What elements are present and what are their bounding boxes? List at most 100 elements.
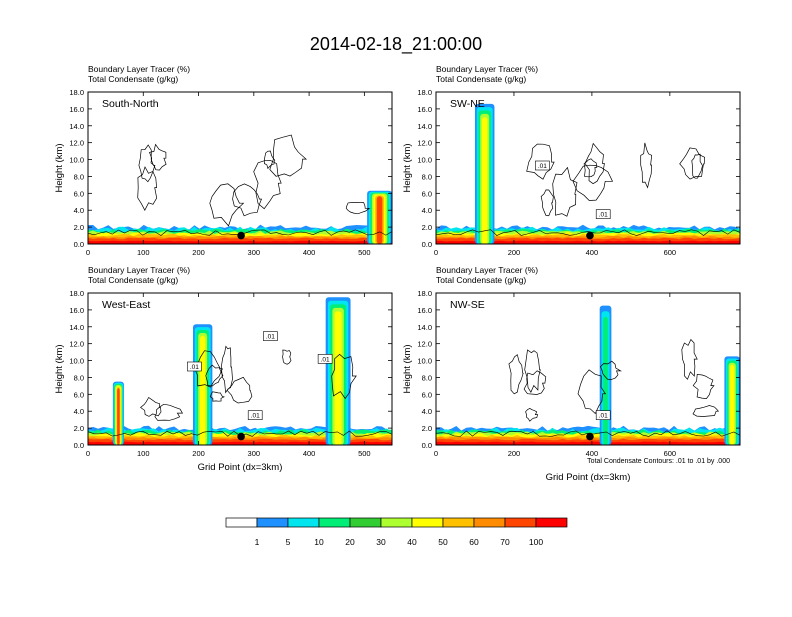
x-tick-label: 200 (192, 248, 205, 257)
y-tick-label: 6.0 (74, 189, 84, 198)
x-tick-label: 100 (137, 449, 150, 458)
y-tick-label: 8.0 (422, 172, 432, 181)
panel-frame (87, 292, 393, 446)
condensate-contour-3 (345, 201, 371, 215)
location-marker (586, 432, 594, 441)
x-tick-label: 400 (586, 449, 599, 458)
panel-frame (435, 292, 741, 446)
panel-header-condensate: Total Condensate (g/kg) (88, 275, 178, 285)
contour-label-box (187, 361, 202, 372)
condensate-contour-3 (640, 142, 653, 189)
x-tick-label: 0 (434, 449, 438, 458)
y-tick-label: 16.0 (69, 306, 84, 315)
contour-label: .01 (190, 364, 199, 371)
y-tick-label: 12.0 (417, 139, 432, 148)
panels: Boundary Layer Tracer (%)Total Condensat… (54, 64, 741, 483)
condensate-contour-8 (269, 134, 308, 177)
y-tick-label: 10.0 (417, 357, 432, 366)
colorbar-level-label: 20 (345, 537, 355, 547)
y-tick-label: 8.0 (74, 172, 84, 181)
panel-plot-area: .01 (436, 293, 740, 445)
colorbar-swatch-3 (287, 517, 320, 528)
panel-header-condensate: Total Condensate (g/kg) (88, 74, 178, 84)
x-tick-label: 400 (303, 248, 316, 257)
condensate-contour-5 (524, 349, 541, 393)
contour-label: .01 (251, 413, 260, 420)
x-axis-label: Grid Point (dx=3km) (198, 462, 283, 473)
condensate-contour-2 (523, 370, 547, 395)
condensate-contour-9 (681, 338, 698, 380)
y-tick-label: 14.0 (417, 122, 432, 131)
contour-label: .01 (321, 356, 330, 363)
y-tick-label: 0.0 (422, 441, 432, 450)
condensate-contour-7 (692, 374, 715, 399)
tracer-band-9 (436, 441, 740, 445)
y-tick-label: 6.0 (422, 189, 432, 198)
condensate-contour-5 (331, 353, 357, 400)
condensate-contour-5 (572, 164, 614, 201)
y-tick-label: 14.0 (69, 122, 84, 131)
y-tick-label: 12.0 (69, 340, 84, 349)
y-axis-label: Height (km) (54, 344, 65, 393)
condensate-contour-8 (508, 354, 524, 395)
y-tick-label: 8.0 (422, 373, 432, 382)
colorbar-swatch-5 (349, 517, 382, 528)
contour-label: .01 (538, 163, 547, 170)
tracer-band-9 (436, 240, 740, 244)
panel-frame (87, 91, 393, 245)
tracer-plume-3-layer-7 (117, 388, 120, 445)
tracer-band-9 (88, 240, 392, 244)
panel-label: West-East (102, 299, 150, 311)
y-tick-label: 4.0 (422, 407, 432, 416)
contour-label-box (595, 410, 611, 420)
tracer-band-9 (88, 441, 392, 445)
colorbar-swatch-9 (473, 517, 506, 528)
y-tick-label: 14.0 (69, 323, 84, 332)
colorbar-swatch-7 (411, 517, 444, 528)
figure-title: 2014-02-18_21:00:00 (310, 34, 482, 55)
y-tick-label: 2.0 (422, 424, 432, 433)
low-level-contour (436, 229, 740, 236)
condensate-contour-2 (263, 150, 276, 170)
condensate-contour-9 (209, 391, 225, 402)
y-tick-label: 0.0 (74, 441, 84, 450)
y-tick-label: 16.0 (417, 105, 432, 114)
panel-label: SW-NE (450, 98, 485, 110)
y-tick-label: 0.0 (422, 240, 432, 249)
x-tick-label: 200 (192, 449, 205, 458)
colorbar-level-label: 60 (469, 537, 479, 547)
x-tick-label: 500 (358, 449, 371, 458)
condensate-contour-2 (583, 158, 598, 178)
colorbar-level-label: 70 (500, 537, 510, 547)
panel-plot-area: .01 .01 .01 .01 (88, 293, 392, 445)
location-marker (586, 231, 594, 240)
colorbar-level-label: 5 (286, 537, 291, 547)
condensate-contour-9 (209, 183, 245, 227)
panel-1: Boundary Layer Tracer (%)Total Condensat… (54, 64, 393, 257)
condensate-contour-8 (194, 350, 223, 388)
condensate-contour-4 (220, 345, 233, 394)
panel-label: South-North (102, 98, 159, 110)
x-tick-label: 0 (86, 449, 90, 458)
panel-header-tracer: Boundary Layer Tracer (%) (88, 265, 190, 275)
y-tick-label: 18.0 (69, 88, 84, 97)
x-tick-label: 200 (508, 449, 521, 458)
colorbar-level-label: 1 (255, 537, 260, 547)
tracer-plume-1-layer-7 (376, 196, 383, 244)
colorbar-swatch-11 (535, 517, 568, 528)
x-tick-label: 300 (248, 449, 261, 458)
colorbar: 1 5 10 20 30 40 50 60 70 100 (225, 517, 568, 547)
condensate-contour-5 (137, 166, 158, 211)
colorbar-swatch-1 (225, 517, 258, 528)
y-tick-label: 10.0 (69, 156, 84, 165)
y-tick-label: 18.0 (69, 289, 84, 298)
panel-frame (435, 91, 741, 245)
colorbar-level-label: 50 (438, 537, 448, 547)
panel-2: Boundary Layer Tracer (%)Total Condensat… (402, 64, 741, 257)
contour-label-box (263, 331, 278, 341)
condensate-contour-8 (584, 142, 605, 185)
colorbar-level-label: 100 (529, 537, 543, 547)
y-tick-label: 4.0 (422, 206, 432, 215)
